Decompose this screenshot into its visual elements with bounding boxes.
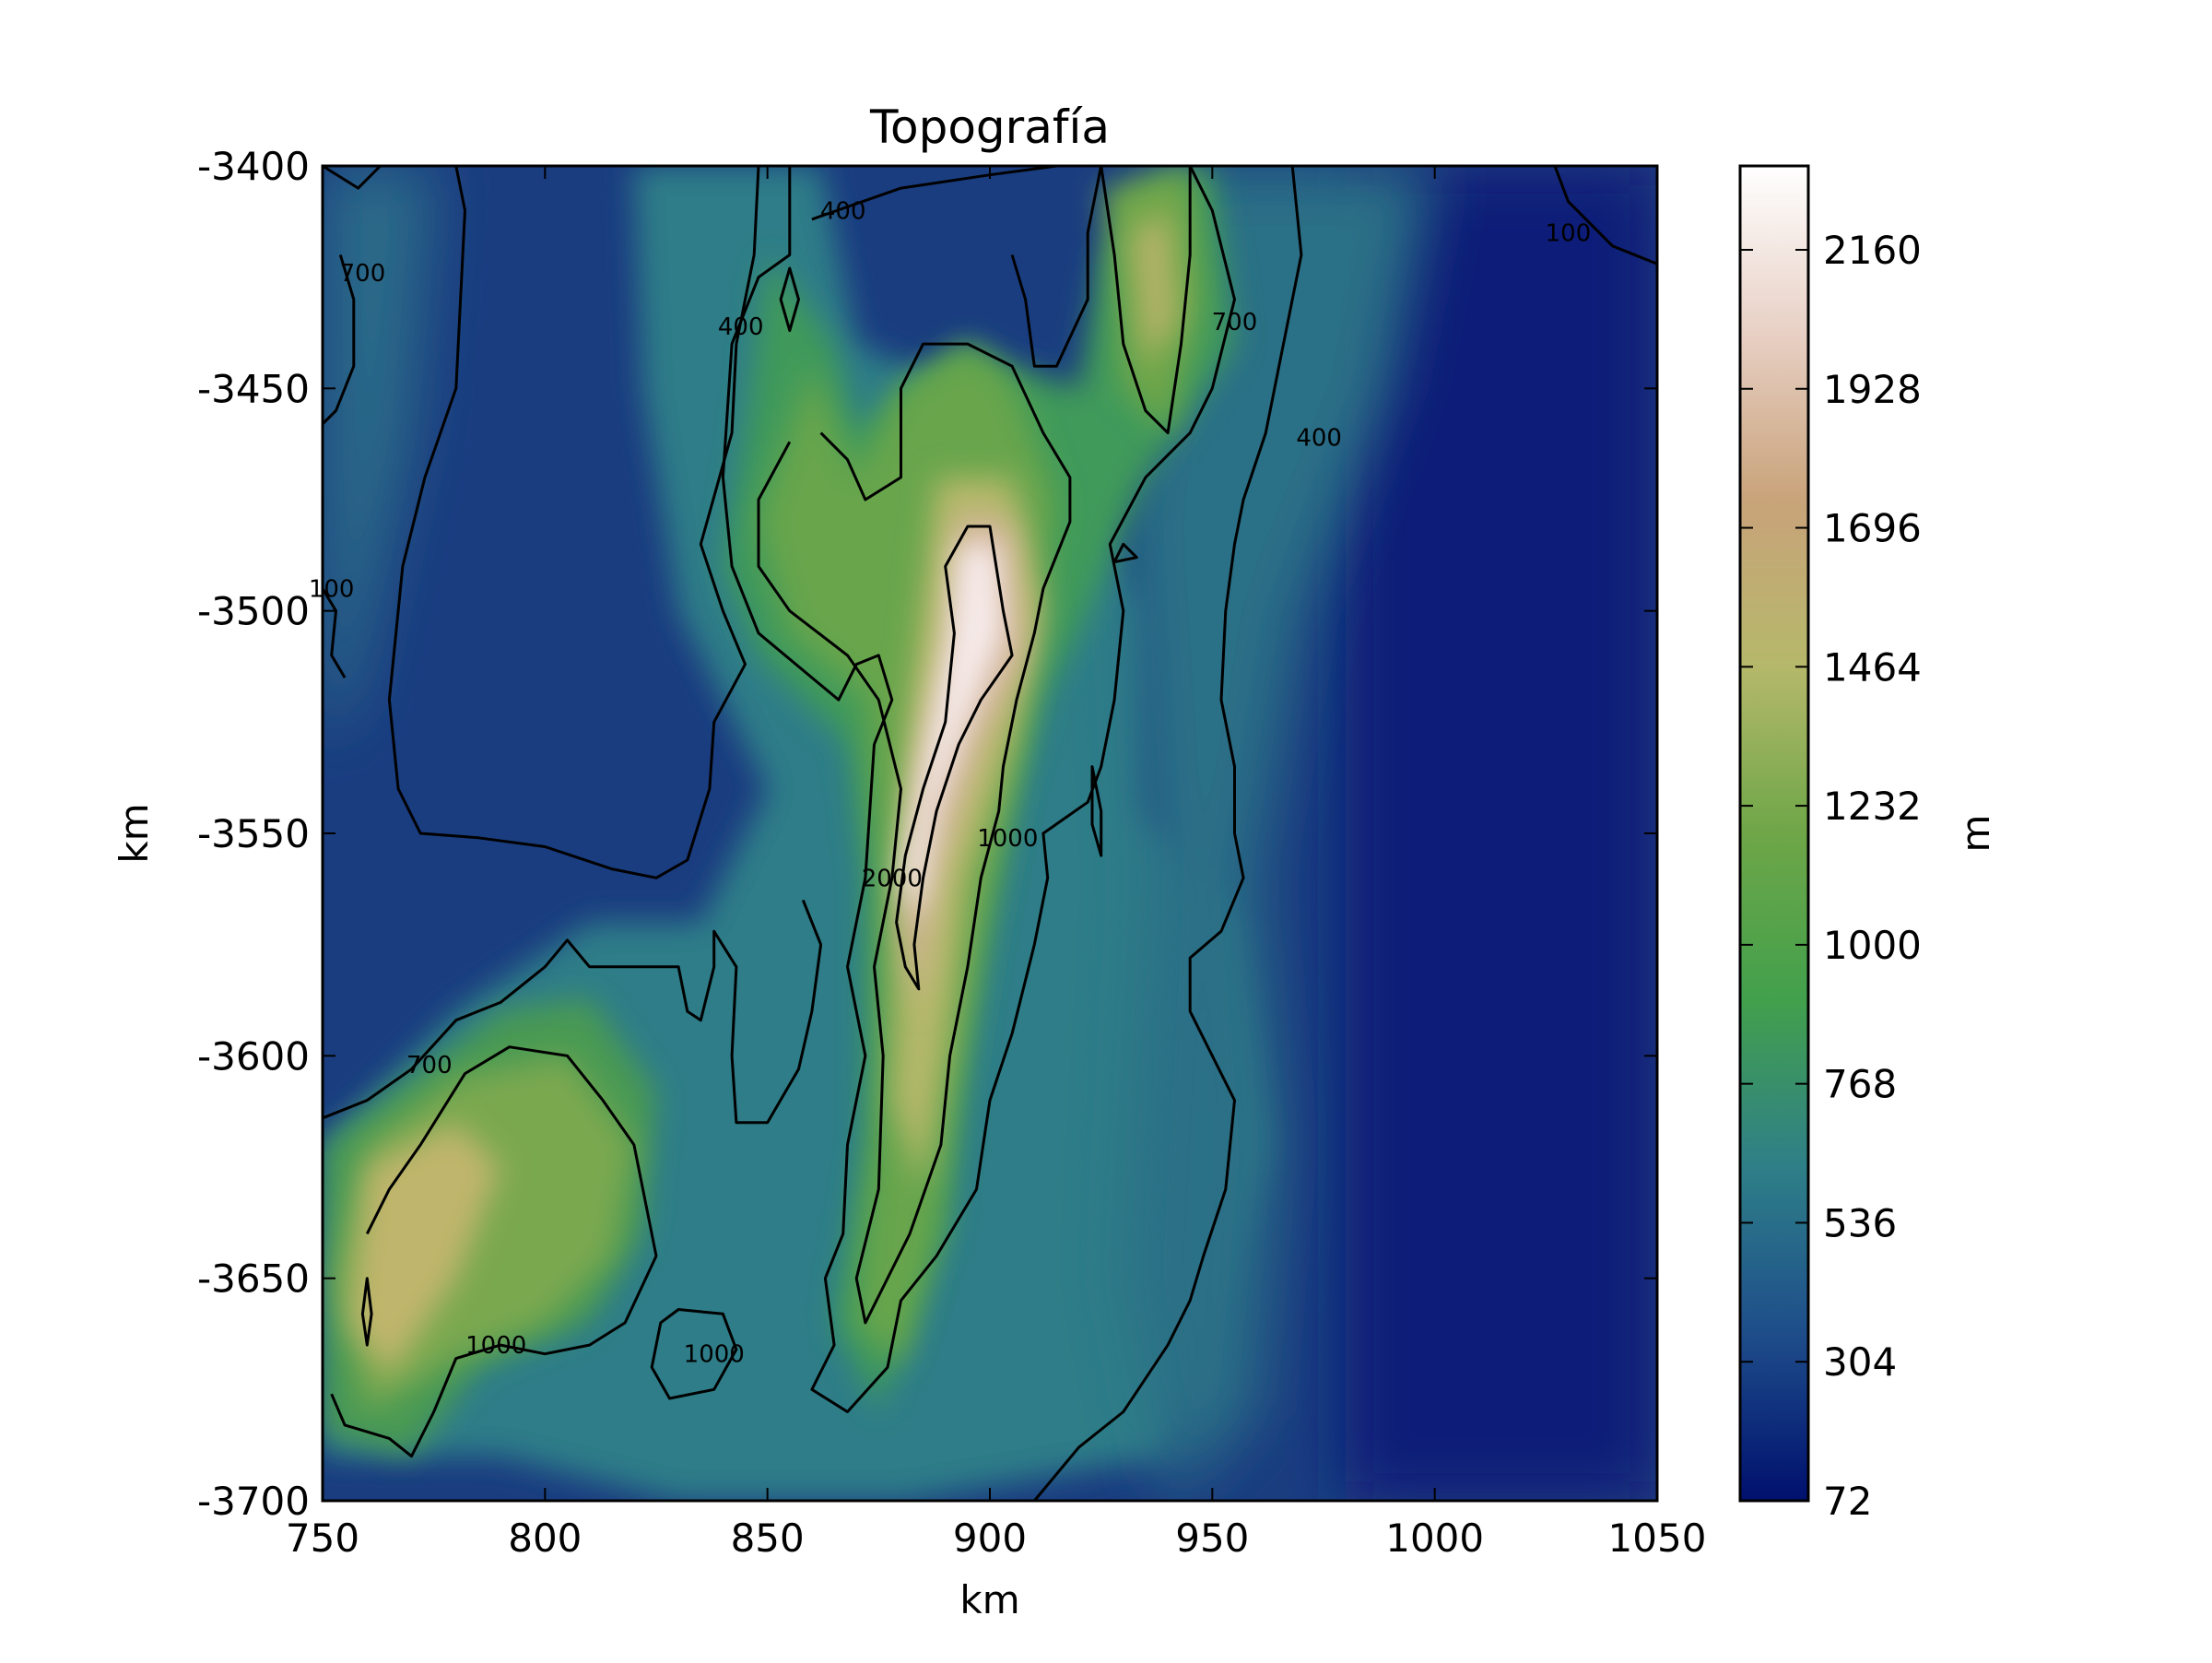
contour-1000-dot <box>779 266 800 333</box>
contour-400-west-basin <box>387 166 760 879</box>
y-tick-label: -3500 <box>197 589 310 634</box>
contour-2000-main <box>895 525 1014 991</box>
region-west-400 <box>323 166 434 745</box>
contour-100-ne <box>1553 166 1657 265</box>
x-tick-label: 1000 <box>1385 1516 1484 1561</box>
contour-label: 700 <box>1212 309 1258 336</box>
contour-label: 2000 <box>862 865 923 892</box>
contour-400-north <box>811 166 1057 221</box>
x-tick-label: 900 <box>953 1516 1027 1561</box>
contour-label: 1000 <box>977 825 1038 853</box>
contour-label: 400 <box>1296 424 1342 452</box>
contour-lines <box>323 166 1657 1501</box>
contour-1000-central <box>757 342 1072 1325</box>
contour-1000-islet <box>650 1308 738 1400</box>
contour-labels: 100 100 400 400 400 700 700 700 1000 1000 1000 2000 <box>309 197 1591 1368</box>
y-axis-ticks: -3400 -3450 -3500 -3550 -3600 -3650 -3700 <box>197 144 1657 1524</box>
colorbar-tick-label: 1464 <box>1823 644 1922 690</box>
x-tick-label: 800 <box>508 1516 582 1561</box>
plot-area <box>323 166 1657 1501</box>
contour-label: 100 <box>309 576 355 604</box>
x-tick-label: 850 <box>731 1516 805 1561</box>
colorbar-tick-label: 1000 <box>1823 923 1922 968</box>
y-tick-label: -3700 <box>197 1479 310 1524</box>
contour-1000-sw <box>330 1045 658 1458</box>
contour-700-north-west <box>323 166 382 190</box>
basin-shade <box>1346 166 1657 1501</box>
contour-1000-ne <box>1100 166 1192 435</box>
contour-700-eye-1 <box>1090 765 1103 857</box>
colorbar-tick-label: 1696 <box>1823 506 1922 551</box>
colorbar-label: m <box>1953 815 1998 853</box>
contour-700-ne-spur <box>1010 166 1103 368</box>
heatmap-fill <box>323 166 1657 1501</box>
colorbar-tick-label: 1928 <box>1823 367 1922 412</box>
contour-2000-sw <box>360 1277 373 1347</box>
y-tick-label: -3400 <box>197 144 310 189</box>
region-sw-1500 <box>349 1122 501 1376</box>
contour-400-east <box>1033 166 1303 1501</box>
colorbar-tick-label: 72 <box>1823 1479 1872 1524</box>
y-tick-label: -3550 <box>197 811 310 856</box>
contour-700-eye-2 <box>1112 542 1138 564</box>
colorbar-tick-label: 2160 <box>1823 228 1922 273</box>
colorbar-tick-label: 768 <box>1823 1062 1897 1107</box>
x-axis-label: km <box>959 1577 1019 1622</box>
contour-label: 1000 <box>684 1341 745 1369</box>
colorbar-tick-label: 304 <box>1823 1339 1897 1385</box>
contour-100-w <box>323 587 347 678</box>
x-tick-label: 950 <box>1175 1516 1249 1561</box>
y-tick-label: -3450 <box>197 366 310 411</box>
y-tick-label: -3600 <box>197 1033 310 1079</box>
region-ne-1500 <box>1132 210 1177 367</box>
region-east-400 <box>1123 166 1435 1501</box>
contour-label: 100 <box>1546 219 1592 247</box>
contour-label: 1000 <box>465 1332 526 1360</box>
chart-title: Topografía <box>869 100 1110 154</box>
colorbar-gradient <box>1738 164 1810 1503</box>
contour-label: 700 <box>406 1052 453 1079</box>
x-tick-label: 750 <box>286 1516 359 1561</box>
contour-label: 700 <box>340 260 386 288</box>
contour-700-southwest <box>323 899 823 1125</box>
contour-700-west-strip <box>323 254 356 425</box>
region-2000 <box>900 544 1004 923</box>
contour-label: 400 <box>718 313 764 341</box>
y-tick-label: -3650 <box>197 1256 310 1302</box>
contour-700-central <box>721 166 1236 1413</box>
colorbar-tick-label: 1232 <box>1823 784 1922 829</box>
colorbar-tick-label: 536 <box>1823 1200 1897 1245</box>
x-axis-ticks: 750 800 850 900 950 1000 1050 <box>286 166 1707 1561</box>
x-tick-label: 1050 <box>1608 1516 1707 1561</box>
colorbar-ticks: 72 304 536 768 1000 1232 1464 1696 1928 2160 <box>1740 228 1922 1524</box>
colorbar: 72 304 536 768 1000 1232 1464 1696 1928 2160 m <box>1738 164 1998 1524</box>
y-axis-label: km <box>112 803 157 863</box>
contour-label: 400 <box>820 197 866 225</box>
